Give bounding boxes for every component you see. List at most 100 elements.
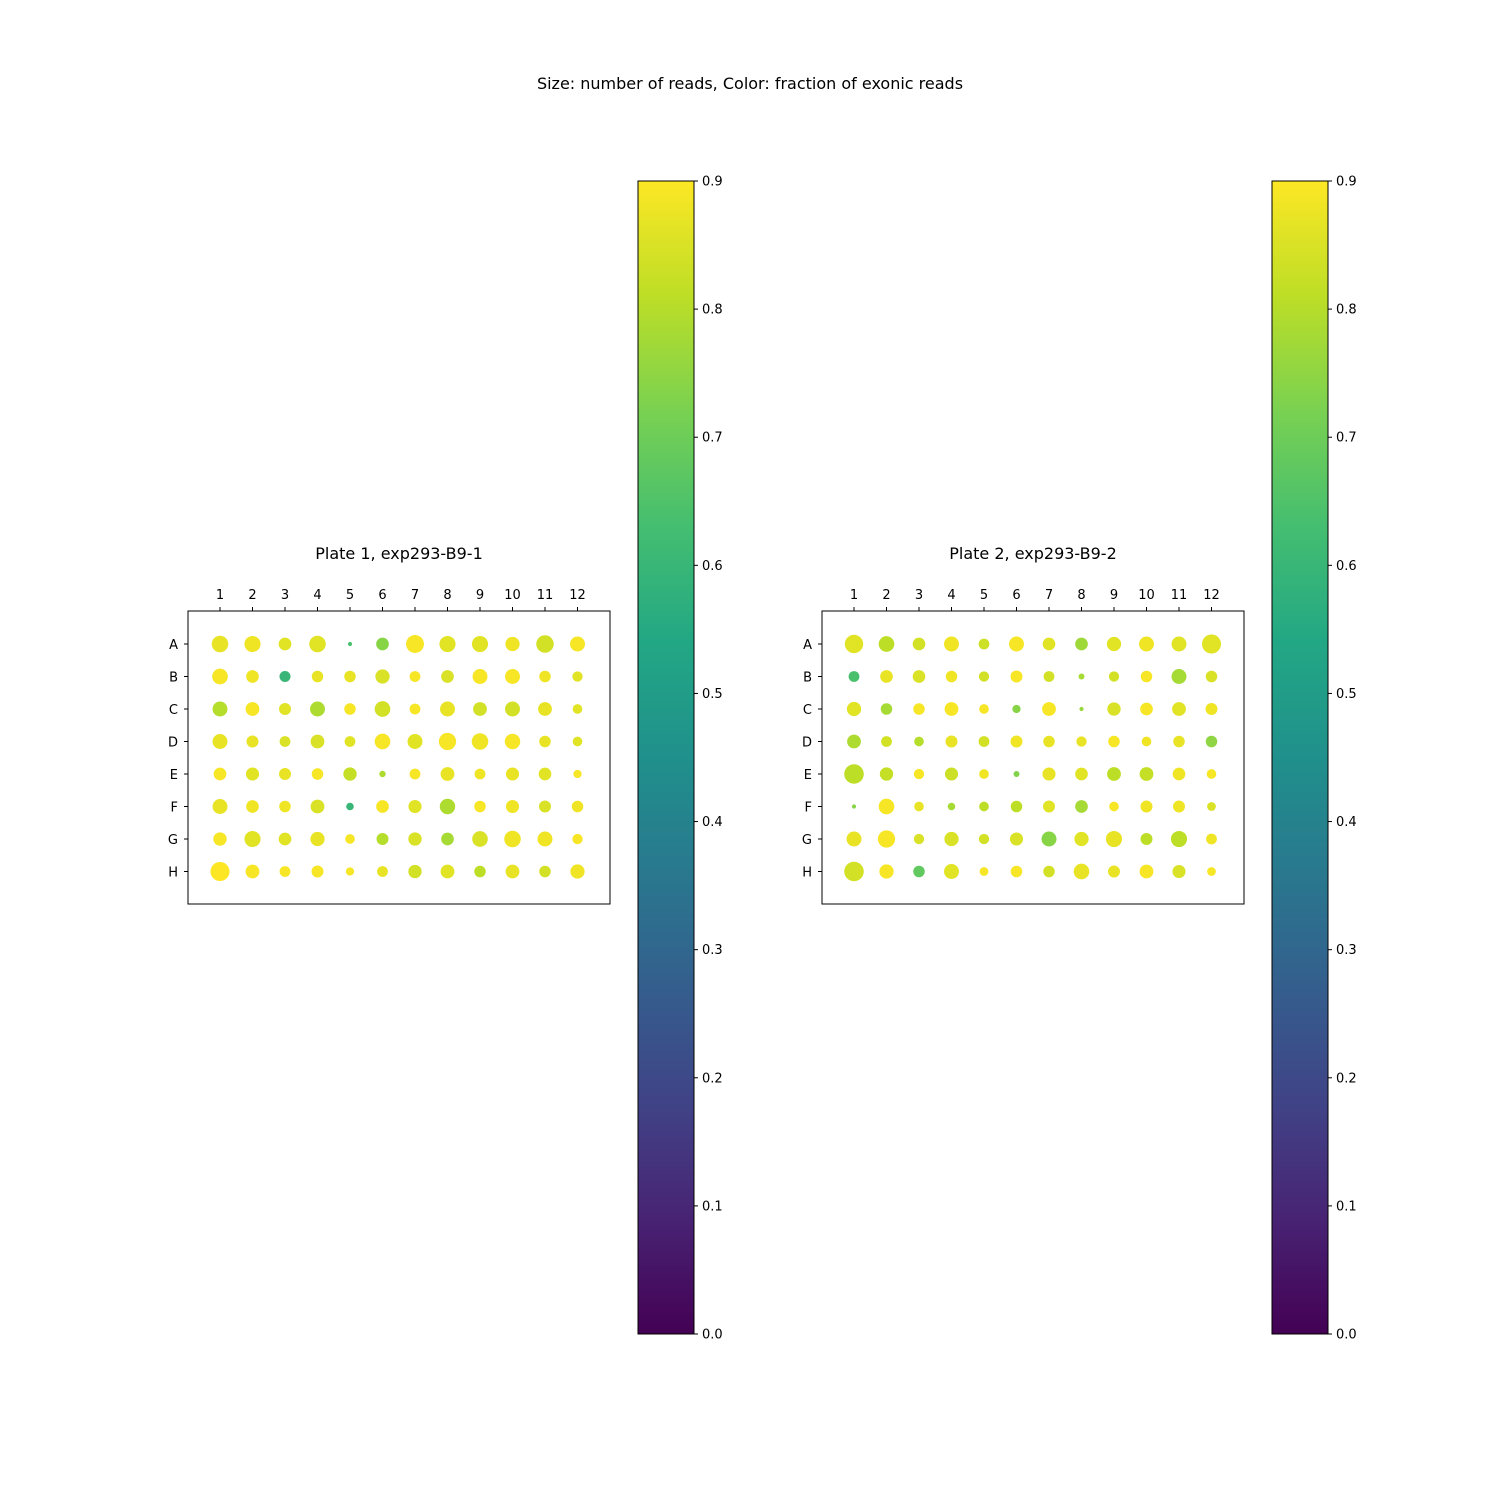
x-tick-label: 2 xyxy=(248,588,256,603)
well-marker xyxy=(347,641,353,647)
plot-frame xyxy=(187,610,611,905)
well-marker xyxy=(505,701,520,717)
well-marker xyxy=(945,735,958,748)
well-marker xyxy=(1172,864,1186,879)
y-tick-label: E xyxy=(804,768,812,783)
x-tick-label: 7 xyxy=(1045,588,1053,603)
well-marker xyxy=(1012,704,1021,714)
x-tick-label: 6 xyxy=(1012,588,1020,603)
colorbar-tick-label: 0.3 xyxy=(702,943,723,958)
well-marker xyxy=(1078,673,1085,680)
well-marker xyxy=(440,864,455,879)
well-marker xyxy=(913,865,925,878)
well-marker xyxy=(376,833,389,845)
y-tick-label: D xyxy=(802,736,812,751)
plot-root: Plate 1, exp293-B9-11 2 3 4 5 6 7 8 9 10 11 12ABCDE… xyxy=(168,175,1357,1343)
plate-title: Plate 2, exp293-B9-2 xyxy=(949,544,1117,563)
well-marker xyxy=(409,671,421,682)
well-marker xyxy=(880,670,893,683)
well-marker xyxy=(210,861,230,882)
x-tick-label: 5 xyxy=(980,588,988,603)
colorbar-gradient xyxy=(1271,180,1329,1335)
well-marker xyxy=(844,764,864,784)
x-tick-label: 11 xyxy=(1171,588,1188,603)
x-tick-label: 2 xyxy=(882,588,890,603)
well-marker xyxy=(1207,802,1216,811)
well-marker xyxy=(1205,735,1218,748)
well-marker xyxy=(246,800,259,813)
x-tick-label: 7 xyxy=(411,588,419,603)
well-marker xyxy=(1042,637,1056,651)
well-marker xyxy=(407,734,423,749)
well-marker xyxy=(344,736,356,747)
well-marker xyxy=(1043,800,1055,813)
well-marker xyxy=(913,703,925,715)
x-tick-label: 4 xyxy=(313,588,321,603)
well-marker xyxy=(408,864,422,879)
well-marker xyxy=(375,669,390,684)
well-marker xyxy=(1172,702,1186,716)
well-marker xyxy=(538,767,552,781)
colorbar-tick-label: 0.9 xyxy=(702,175,723,190)
well-marker xyxy=(1170,830,1188,848)
y-tick-label: G xyxy=(802,833,812,848)
well-marker xyxy=(311,768,324,780)
well-marker xyxy=(409,768,421,780)
well-marker xyxy=(1201,634,1222,654)
colorbar-tick-label: 0.6 xyxy=(702,559,723,574)
colorbar-gradient xyxy=(637,180,695,1335)
colorbar-tick-label: 0.2 xyxy=(702,1071,723,1086)
colorbar-tick-label: 0.1 xyxy=(1336,1199,1357,1214)
well-marker xyxy=(1075,637,1088,651)
well-marker xyxy=(377,866,388,877)
well-marker xyxy=(279,768,291,780)
well-marker xyxy=(944,636,959,652)
well-marker xyxy=(439,635,456,653)
y-tick-label: B xyxy=(169,671,178,686)
colorbar-tick-label: 0.7 xyxy=(702,431,723,446)
well-marker xyxy=(851,804,857,809)
well-marker xyxy=(979,704,989,714)
well-marker xyxy=(1108,735,1120,748)
well-marker xyxy=(1075,800,1088,813)
well-marker xyxy=(1207,867,1216,876)
colorbar-tick-label: 0.0 xyxy=(1336,1328,1357,1343)
x-tick-label: 12 xyxy=(1203,588,1220,603)
well-marker xyxy=(847,734,861,749)
well-marker xyxy=(245,702,260,716)
x-tick-label: 10 xyxy=(504,588,521,603)
well-marker xyxy=(440,767,455,781)
colorbar-tick-label: 0.0 xyxy=(702,1328,723,1343)
well-marker xyxy=(978,638,990,650)
well-marker xyxy=(913,768,925,780)
well-marker xyxy=(979,801,989,812)
well-marker xyxy=(474,800,486,813)
well-marker xyxy=(978,736,990,747)
well-marker xyxy=(947,802,956,811)
y-tick-label: H xyxy=(802,866,812,881)
well-marker xyxy=(945,670,958,683)
well-marker xyxy=(1173,735,1185,748)
y-tick-label: F xyxy=(805,801,812,816)
well-marker xyxy=(1043,671,1055,682)
well-marker xyxy=(944,767,959,781)
well-marker xyxy=(244,830,261,848)
well-marker xyxy=(212,701,228,717)
well-marker xyxy=(1139,864,1154,879)
well-marker xyxy=(844,634,864,654)
y-tick-label: H xyxy=(168,866,178,881)
well-marker xyxy=(472,669,488,684)
well-marker xyxy=(1107,767,1121,781)
plate-title: Plate 1, exp293-B9-1 xyxy=(315,544,483,563)
x-tick-label: 9 xyxy=(476,588,484,603)
well-marker xyxy=(1042,702,1056,716)
well-marker xyxy=(474,865,486,878)
well-marker xyxy=(211,635,229,653)
well-marker xyxy=(345,867,355,876)
well-marker xyxy=(505,864,520,879)
well-marker xyxy=(212,799,228,814)
well-marker xyxy=(439,798,456,815)
well-marker xyxy=(1074,831,1089,847)
well-marker xyxy=(379,770,386,778)
well-marker xyxy=(505,669,520,684)
